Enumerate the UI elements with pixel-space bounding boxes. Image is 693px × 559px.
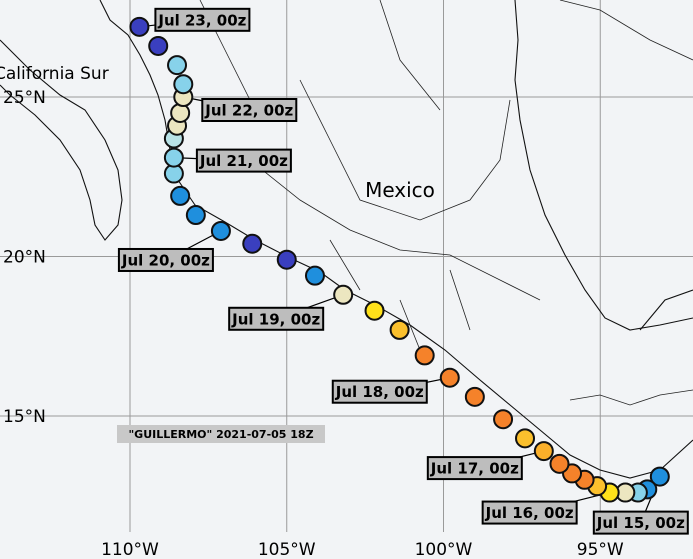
track-point bbox=[242, 233, 263, 254]
track-point bbox=[515, 428, 536, 449]
date-label: Jul 23, 00z bbox=[157, 11, 246, 29]
border bbox=[569, 389, 693, 406]
track-point bbox=[439, 367, 460, 388]
date-label: Jul 19, 00z bbox=[231, 310, 320, 328]
track-point bbox=[333, 284, 354, 305]
date-label-box bbox=[592, 510, 689, 535]
title-box bbox=[117, 425, 325, 443]
track-point bbox=[414, 345, 435, 366]
map-title: "GUILLERMO" 2021-07-05 18Z bbox=[128, 428, 313, 441]
lat-tick-label: 15°N bbox=[3, 407, 46, 427]
date-label: Jul 22, 00z bbox=[204, 102, 293, 120]
state-border bbox=[249, 159, 541, 301]
pacific-coast bbox=[99, 0, 693, 479]
date-label-box bbox=[154, 7, 251, 32]
track-point bbox=[163, 147, 184, 168]
lat-tick-label: 25°N bbox=[3, 88, 46, 108]
date-label: Jul 21, 00z bbox=[199, 152, 288, 170]
track-point bbox=[493, 409, 514, 430]
date-label-box bbox=[426, 456, 523, 481]
date-label-box bbox=[201, 98, 298, 122]
place-label: Mexico bbox=[365, 178, 435, 202]
lon-tick-label: 95°W bbox=[577, 540, 624, 559]
track-point bbox=[549, 453, 570, 474]
date-label: Jul 17, 00z bbox=[430, 460, 519, 478]
track-point bbox=[170, 185, 191, 206]
lon-tick-label: 105°W bbox=[258, 540, 316, 559]
track-point bbox=[210, 220, 231, 241]
gulf-coast bbox=[514, 0, 693, 331]
place-label: California Sur bbox=[0, 64, 109, 84]
lon-tick-label: 110°W bbox=[101, 540, 159, 559]
coastlines bbox=[0, 0, 693, 479]
date-label-box bbox=[228, 306, 325, 331]
state-border bbox=[299, 79, 511, 221]
date-label: Jul 16, 00z bbox=[485, 504, 574, 522]
border bbox=[559, 0, 693, 61]
track-point bbox=[389, 319, 410, 340]
lat-tick-label: 20°N bbox=[3, 248, 46, 268]
track-point bbox=[148, 35, 169, 56]
track-point bbox=[129, 16, 150, 37]
yucatan-coast bbox=[639, 289, 693, 331]
date-label-box bbox=[117, 247, 214, 272]
date-label-box bbox=[195, 148, 292, 173]
storm-track: Jul 15, 00z Jul 16, 00z Jul 17, 00z Jul 18,… bbox=[117, 7, 689, 535]
date-label: Jul 15, 00z bbox=[596, 514, 685, 532]
date-label: Jul 18, 00z bbox=[335, 383, 424, 401]
state-border bbox=[199, 0, 471, 351]
track-point bbox=[533, 441, 554, 462]
date-label-box bbox=[331, 379, 428, 404]
track-point bbox=[304, 265, 325, 286]
track-point bbox=[364, 300, 385, 321]
track-point bbox=[173, 74, 194, 95]
lon-tick-label: 100°W bbox=[415, 540, 473, 559]
track-point bbox=[185, 205, 206, 226]
date-label-box bbox=[481, 500, 578, 525]
track-point bbox=[170, 102, 191, 123]
track-point bbox=[167, 55, 188, 76]
baja-coast bbox=[0, 39, 123, 241]
date-label: Jul 20, 00z bbox=[121, 251, 210, 269]
track-point bbox=[464, 386, 485, 407]
track-point bbox=[276, 249, 297, 270]
track-point bbox=[649, 466, 670, 487]
